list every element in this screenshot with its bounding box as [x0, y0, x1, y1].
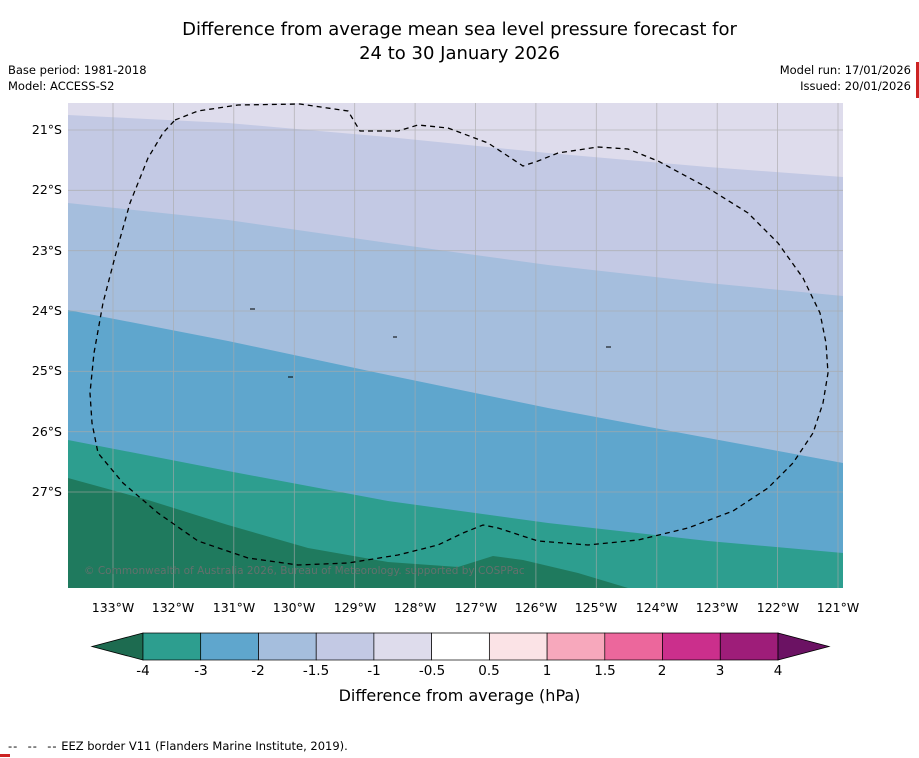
- cbar-tick: -3: [194, 663, 208, 679]
- eez-legend-text: EEZ border V11 (Flanders Marine Institut…: [61, 739, 348, 753]
- base-period-text: Base period: 1981-2018: [8, 63, 147, 77]
- colorbar-axis-label: Difference from average (hPa): [338, 686, 581, 705]
- pressure-anomaly-map: [68, 103, 843, 588]
- colorbar-right-arrow: [777, 632, 831, 661]
- x-tick-128W: 128°W: [393, 600, 437, 615]
- eez-dash-sample: -- -- --: [8, 739, 58, 753]
- colorbar-segment: [315, 632, 375, 661]
- colorbar-segment: [719, 632, 779, 661]
- cbar-tick: -1: [367, 663, 381, 679]
- cbar-tick: -4: [136, 663, 150, 679]
- chart-title: Difference from average mean sea level p…: [0, 18, 919, 66]
- colorbar-left-arrow: [90, 632, 144, 661]
- cbar-tick: 2: [657, 663, 667, 679]
- colorbar-segment: [489, 632, 548, 661]
- colorbar-segment: [258, 632, 317, 661]
- y-tick-27S: 27°S: [31, 484, 62, 499]
- red-edge-artifact: [0, 754, 10, 757]
- chart-title-line2: 24 to 30 January 2026: [359, 43, 560, 64]
- y-tick-22S: 22°S: [31, 182, 62, 197]
- cbar-tick: -2: [251, 663, 265, 679]
- colorbar-segment: [142, 632, 202, 661]
- y-tick-24S: 24°S: [31, 303, 62, 318]
- cbar-tick: 1: [542, 663, 552, 679]
- cbar-tick: 0.5: [478, 663, 500, 679]
- contour-bands: [68, 103, 843, 588]
- map-plot-area: © Commonwealth of Australia 2026, Bureau…: [32, 103, 859, 615]
- y-tick-21S: 21°S: [31, 122, 62, 137]
- x-tick-126W: 126°W: [514, 600, 558, 615]
- cbar-tick: -0.5: [418, 663, 446, 679]
- cbar-tick: 1.5: [594, 663, 616, 679]
- minor-contour-marks: [250, 308, 611, 378]
- x-tick-133W: 133°W: [91, 600, 135, 615]
- y-tick-23S: 23°S: [31, 243, 62, 258]
- colorbar-segment: [604, 632, 663, 661]
- meta-right: Model run: 17/01/2026 Issued: 20/01/2026: [780, 63, 911, 94]
- meta-left: Base period: 1981-2018 Model: ACCESS-S2: [8, 63, 147, 94]
- x-tick-121W: 121°W: [816, 600, 860, 615]
- colorbar-segment: [200, 632, 259, 661]
- y-tick-26S: 26°S: [31, 424, 62, 439]
- cbar-tick: 3: [715, 663, 725, 679]
- x-tick-132W: 132°W: [151, 600, 195, 615]
- x-tick-131W: 131°W: [212, 600, 256, 615]
- cbar-tick: -1.5: [302, 663, 330, 679]
- copyright-text: © Commonwealth of Australia 2026, Bureau…: [84, 565, 525, 577]
- colorbar-segment: [431, 632, 490, 661]
- cbar-tick: 4: [773, 663, 783, 679]
- x-tick-122W: 122°W: [756, 600, 800, 615]
- issued-text: Issued: 20/01/2026: [800, 78, 911, 93]
- red-edge-artifact: [916, 62, 919, 98]
- model-run-text: Model run: 17/01/2026: [779, 63, 911, 77]
- x-tick-123W: 123°W: [695, 600, 739, 615]
- x-tick-130W: 130°W: [272, 600, 316, 615]
- eez-border-outline: [89, 103, 829, 566]
- y-tick-25S: 25°S: [31, 363, 62, 378]
- colorbar-segment: [546, 632, 606, 661]
- x-tick-129W: 129°W: [333, 600, 377, 615]
- gridlines: [68, 103, 843, 588]
- colorbar: [90, 632, 831, 661]
- colorbar-segment: [373, 632, 432, 661]
- chart-title-line1: Difference from average mean sea level p…: [182, 19, 737, 40]
- x-tick-124W: 124°W: [635, 600, 679, 615]
- band-below-neg4: [68, 478, 628, 588]
- footer-legend: -- -- -- EEZ border V11 (Flanders Marine…: [8, 739, 348, 753]
- x-tick-125W: 125°W: [574, 600, 618, 615]
- model-text: Model: ACCESS-S2: [8, 78, 115, 93]
- colorbar-segment: [662, 632, 721, 661]
- x-tick-127W: 127°W: [454, 600, 498, 615]
